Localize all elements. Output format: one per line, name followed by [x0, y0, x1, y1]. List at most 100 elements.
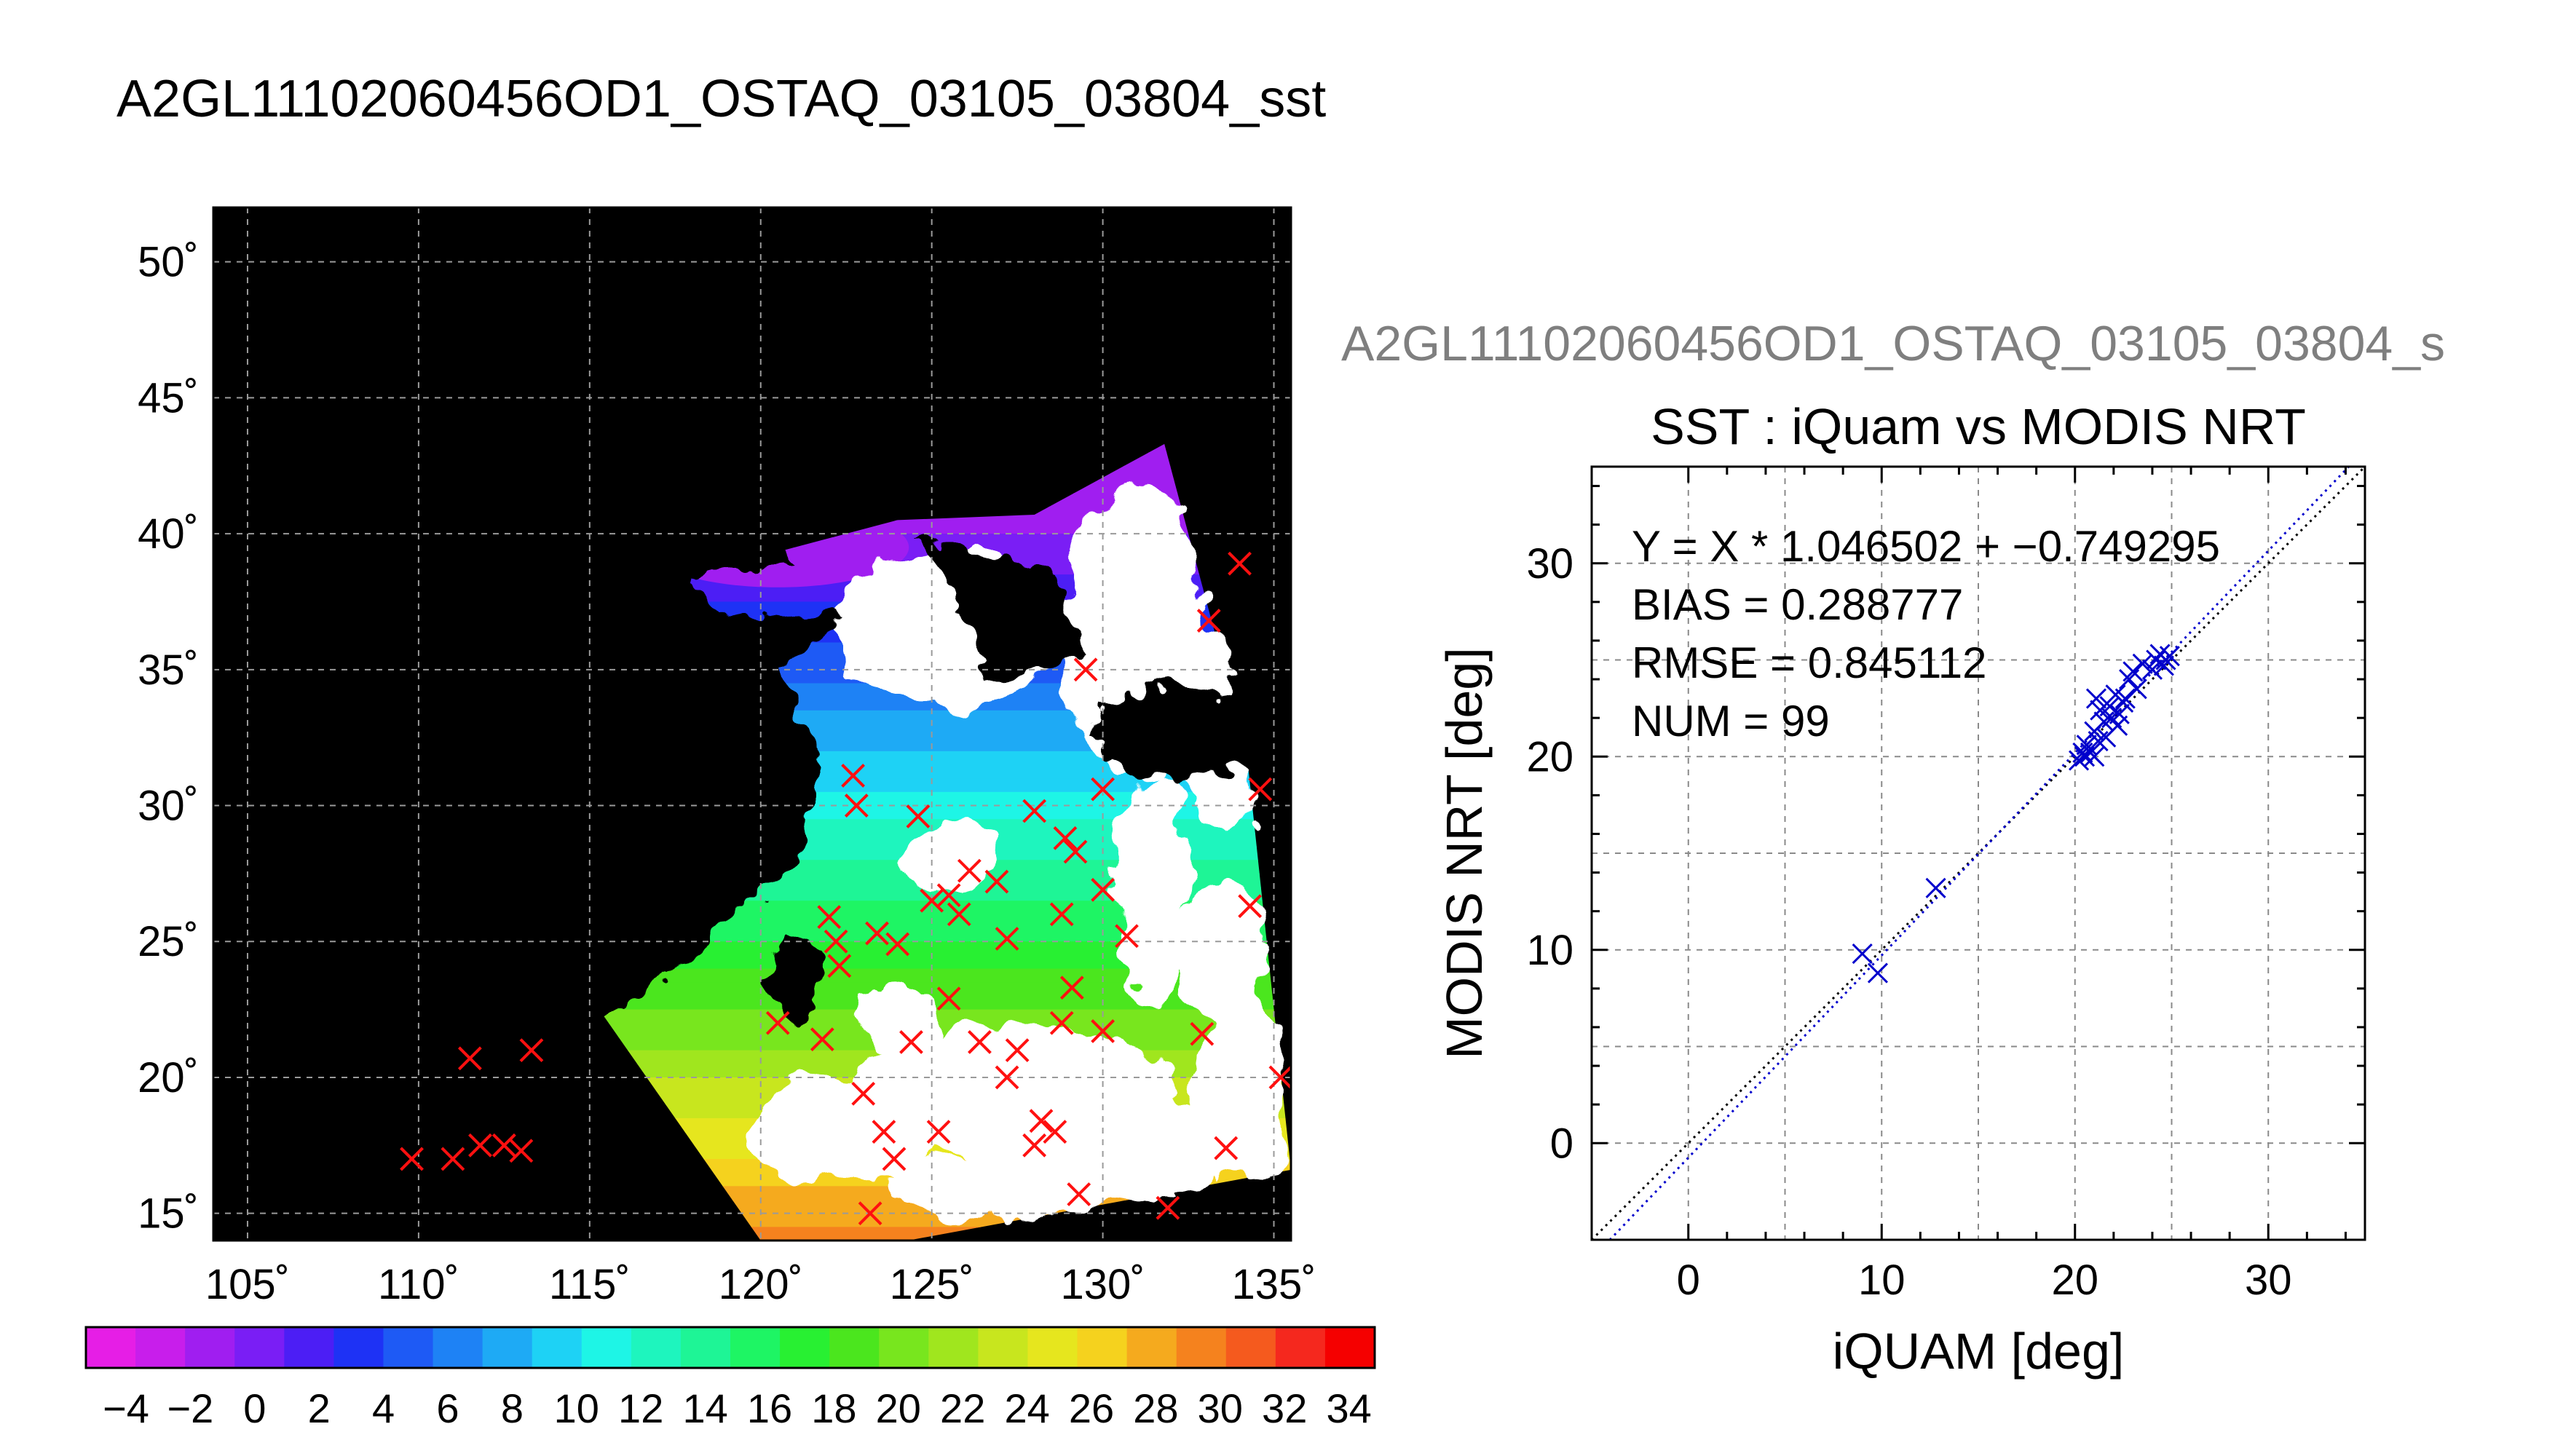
buoy-marker: [827, 954, 852, 978]
buoy-marker: [947, 902, 971, 927]
scatter-point: [2132, 653, 2153, 674]
colorbar-tick-label: 20: [876, 1385, 921, 1431]
colorbar-cell: [680, 1327, 731, 1368]
buoy-marker: [936, 883, 961, 908]
scatter-annotation: BIAS = 0.288777: [1632, 580, 1963, 629]
map-lat-tick-label: 50˚: [138, 239, 199, 286]
scatter-x-tick-label: 20: [2051, 1257, 2098, 1304]
buoy-marker: [1049, 902, 1074, 927]
scatter-y-tick-label: 0: [1550, 1120, 1573, 1167]
buoy-marker: [1248, 777, 1273, 802]
colorbar-cell: [1027, 1327, 1078, 1368]
colorbar-tick-label: −2: [167, 1385, 213, 1431]
buoy-marker: [844, 794, 869, 818]
buoy-marker: [468, 1133, 492, 1158]
colorbar-cell: [532, 1327, 583, 1368]
buoy-marker: [1091, 1019, 1115, 1043]
buoy-marker: [899, 1029, 923, 1054]
buoy-marker: [457, 1046, 482, 1071]
colorbar-cell: [1077, 1327, 1128, 1368]
buoy-marker: [984, 869, 1009, 894]
buoy-marker: [1228, 551, 1252, 576]
buoy-marker: [441, 1147, 465, 1171]
buoy-marker: [1049, 1010, 1074, 1035]
scatter-x-tick-label: 30: [2245, 1257, 2292, 1304]
colorbar-cell: [482, 1327, 533, 1368]
scatter-annotation: Y = X * 1.046502 + −0.749295: [1632, 522, 2220, 571]
scatter-point: [2084, 746, 2105, 767]
colorbar-cell: [284, 1327, 335, 1368]
colorbar-cell: [780, 1327, 831, 1368]
buoy-marker: [824, 929, 848, 954]
buoy-marker: [1067, 1182, 1091, 1206]
cloud-patch: [1118, 770, 1191, 1004]
land-mask: [764, 935, 826, 1024]
colorbar-tick-label: 8: [501, 1385, 524, 1431]
map-lat-tick-label: 20˚: [138, 1054, 199, 1101]
colorbar-cell: [829, 1327, 880, 1368]
buoy-marker: [1214, 1136, 1239, 1160]
colorbar-tick-label: 24: [1004, 1385, 1049, 1431]
colorbar-cell: [185, 1327, 236, 1368]
colorbar-tick-label: 32: [1262, 1385, 1307, 1431]
scatter-y-tick-label: 10: [1526, 927, 1573, 974]
map-frame: [212, 206, 1292, 1242]
sst-map: 105˚ 110˚ 115˚ 120˚ 125˚ 130˚ 135˚ 50˚ 45˚ 40˚ 35…: [138, 206, 1316, 1308]
scatter-point: [2126, 678, 2147, 700]
buoy-marker: [1190, 1021, 1215, 1046]
buoy-marker: [1268, 1065, 1291, 1090]
buoy-marker: [968, 1029, 992, 1054]
scatter-header: A2GL11102060456OD1_OSTAQ_03105_03804_s: [1341, 316, 2445, 371]
scatter-y-tick-label: 20: [1526, 733, 1573, 780]
land-mask: [374, 1075, 453, 1127]
identity-line: [1592, 467, 2365, 1240]
map-lon-tick-label: 115˚: [549, 1261, 631, 1308]
colorbar-frame: [84, 1326, 1376, 1369]
land-mask: [213, 479, 847, 1051]
buoy-marker: [995, 927, 1019, 951]
colorbar-tick-label: 28: [1133, 1385, 1178, 1431]
buoy-marker: [519, 1038, 544, 1063]
buoy-marker: [957, 858, 982, 883]
scatter-plot: SST : iQuam vs MODIS NRT 0 10 20 300102030 …: [1436, 398, 2366, 1380]
colorbar-cell: [730, 1327, 781, 1368]
land-mask: [1086, 669, 1291, 779]
buoy-marker: [1196, 609, 1221, 633]
colorbar-cell: [1126, 1327, 1177, 1368]
scatter-y-tick-label: 30: [1526, 540, 1573, 587]
buoy-marker: [491, 1133, 516, 1158]
scatter-point: [2153, 655, 2174, 676]
colorbar-cell: [928, 1327, 979, 1368]
map-lon-tick-label: 135˚: [1231, 1261, 1316, 1308]
buoy-marker: [765, 1010, 790, 1035]
buoy-marker: [1073, 657, 1098, 682]
buoy-marker: [1029, 1109, 1054, 1133]
colorbar-tick-label: 34: [1326, 1385, 1371, 1431]
scatter-point: [1925, 877, 1946, 898]
buoy-marker: [1022, 1133, 1047, 1158]
map-lon-tick-label: 120˚: [719, 1261, 803, 1308]
buoy-marker: [509, 1139, 534, 1163]
colorbar-tick-label: −4: [103, 1385, 149, 1431]
map-lat-tick-label: 45˚: [138, 374, 199, 422]
map-lon-tick-label: 130˚: [1061, 1261, 1145, 1308]
colorbar-cell: [135, 1327, 186, 1368]
buoy-marker: [851, 1081, 876, 1106]
colorbar-tick-label: 26: [1069, 1385, 1114, 1431]
buoy-marker: [926, 1120, 951, 1144]
buoy-marker: [1115, 924, 1139, 949]
buoy-marker: [817, 905, 842, 930]
cloud-patch: [853, 986, 941, 1060]
colorbar-tick-label: 10: [554, 1385, 599, 1431]
colorbar-cell: [1324, 1327, 1375, 1368]
colorbar-cell: [383, 1327, 434, 1368]
colorbar-cell: [433, 1327, 483, 1368]
colorbar-tick-label: 4: [372, 1385, 395, 1431]
colorbar-cell: [234, 1327, 285, 1368]
buoy-marker: [400, 1147, 424, 1171]
map-lon-tick-label: 110˚: [378, 1261, 459, 1308]
buoy-marker: [1005, 1038, 1030, 1063]
main-title: A2GL11102060456OD1_OSTAQ_03105_03804_sst: [117, 70, 1326, 128]
scatter-annotation: NUM = 99: [1632, 697, 1830, 745]
